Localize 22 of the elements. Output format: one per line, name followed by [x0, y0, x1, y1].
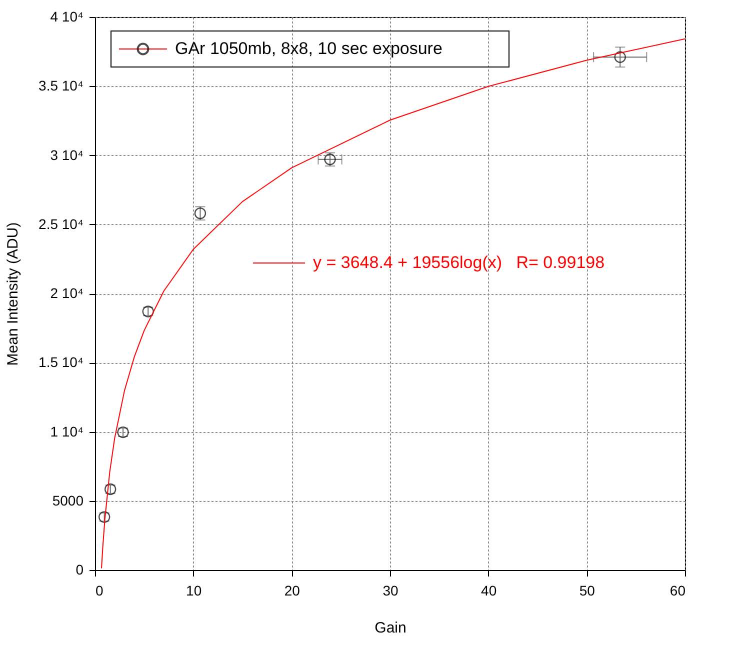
line-series: [100, 38, 685, 569]
x-tick-label: 40: [481, 582, 497, 598]
x-tick-label: 20: [284, 582, 300, 598]
y-tick-label: 2.5 10⁴: [38, 216, 84, 232]
point: [614, 51, 626, 63]
x-tick-label: 60: [670, 582, 686, 598]
legend-label: y = 3648.4 + 19556log(x) R= 0.99198: [313, 253, 605, 272]
y-axis-title: Mean Intensity (ADU): [4, 222, 22, 366]
y-tick-label: 3 10⁴: [50, 146, 84, 163]
y-tick-label: 3.5 10⁴: [38, 78, 84, 94]
y-tick-label: 1 10⁴: [50, 423, 84, 440]
y-tick-label: 4 10⁴: [50, 8, 84, 24]
y-tick-label: 1.5 10⁴: [38, 354, 84, 370]
y-tick-label: 0: [76, 562, 84, 578]
y-tick-label: 2 10⁴: [50, 285, 84, 301]
x-tick-label: 50: [579, 582, 596, 598]
x-tick-label: 10: [186, 582, 202, 598]
legend-label: GAr 1050mb, 8x8, 10 sec exposure: [175, 39, 442, 58]
x-tick-label: 0: [96, 582, 104, 598]
x-tick-label: 30: [382, 582, 398, 598]
x-axis-title: Gain: [374, 620, 406, 636]
y-tick-label: 5000: [52, 492, 84, 508]
